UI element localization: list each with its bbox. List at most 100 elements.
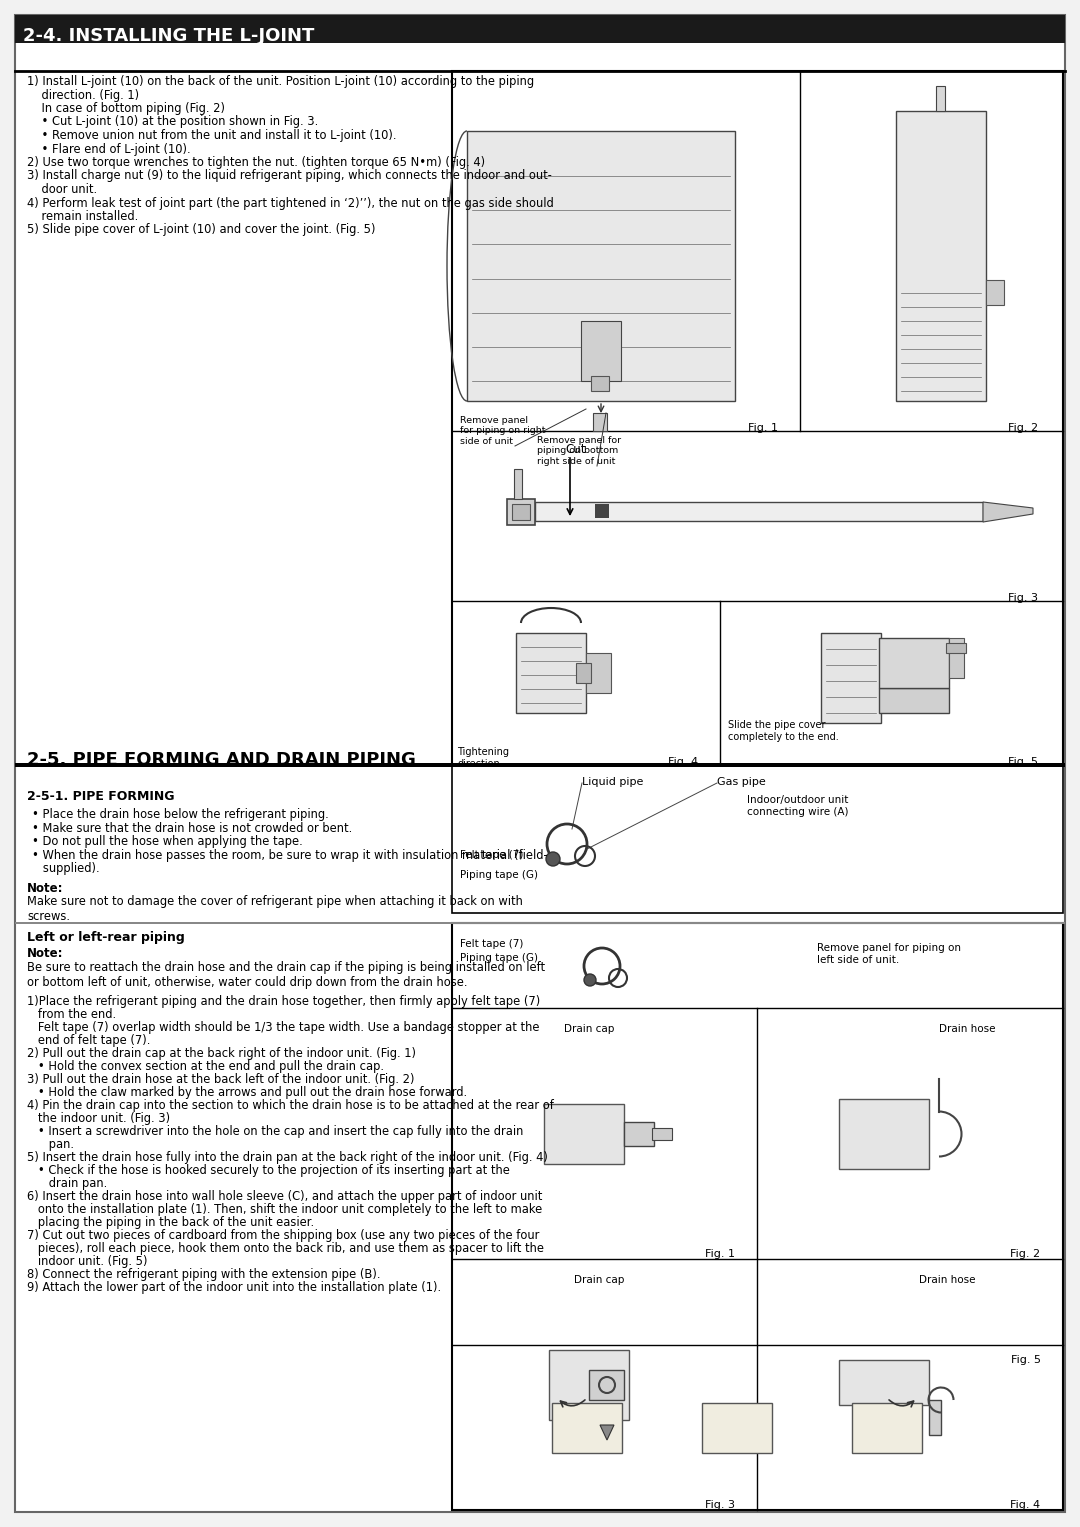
Text: 2-5. PIPE FORMING AND DRAIN PIPING: 2-5. PIPE FORMING AND DRAIN PIPING — [27, 751, 416, 770]
Text: Fig. 1: Fig. 1 — [705, 1249, 735, 1258]
Text: direction. (Fig. 1): direction. (Fig. 1) — [27, 89, 139, 101]
Text: door unit.: door unit. — [27, 183, 97, 195]
Text: Fig. 1: Fig. 1 — [748, 423, 778, 434]
Bar — [593, 412, 607, 431]
Bar — [702, 1403, 772, 1454]
Bar — [949, 638, 964, 678]
Bar — [929, 1400, 941, 1435]
Text: • Place the drain hose below the refrigerant piping.: • Place the drain hose below the refrige… — [32, 808, 328, 822]
Bar — [896, 111, 986, 402]
Text: remain installed.: remain installed. — [27, 211, 138, 223]
Bar — [552, 1403, 622, 1454]
Text: Fig. 3: Fig. 3 — [705, 1500, 735, 1510]
Text: onto the installation plate (1). Then, shift the indoor unit completely to the l: onto the installation plate (1). Then, s… — [27, 1203, 542, 1215]
Bar — [946, 643, 966, 654]
Text: Fig. 2: Fig. 2 — [1008, 423, 1038, 434]
Text: Fig. 4: Fig. 4 — [669, 757, 698, 767]
Text: Felt tape (7): Felt tape (7) — [460, 939, 524, 948]
Text: 5) Slide pipe cover of L-joint (10) and cover the joint. (Fig. 5): 5) Slide pipe cover of L-joint (10) and … — [27, 223, 376, 237]
Bar — [512, 504, 530, 521]
Text: • Make sure that the drain hose is not crowded or bent.: • Make sure that the drain hose is not c… — [32, 822, 352, 834]
Text: pan.: pan. — [27, 1138, 75, 1151]
Text: 2-5-1. PIPE FORMING: 2-5-1. PIPE FORMING — [27, 789, 175, 803]
Bar — [453, 922, 1063, 1510]
Text: Be sure to reattach the drain hose and the drain cap if the piping is being inst: Be sure to reattach the drain hose and t… — [27, 960, 545, 989]
Bar — [453, 765, 1063, 913]
Text: Cut: Cut — [565, 443, 585, 457]
Text: 2) Use two torque wrenches to tighten the nut. (tighten torque 65 N•m) (Fig. 4): 2) Use two torque wrenches to tighten th… — [27, 156, 485, 169]
Text: Make sure not to damage the cover of refrigerant pipe when attaching it back on : Make sure not to damage the cover of ref… — [27, 895, 523, 924]
Text: from the end.: from the end. — [27, 1008, 117, 1022]
Text: Drain hose: Drain hose — [919, 1275, 975, 1286]
Text: Piping tape (G): Piping tape (G) — [460, 953, 538, 964]
Text: Remove panel for piping on
left side of unit.: Remove panel for piping on left side of … — [816, 944, 961, 965]
Text: • Hold the claw marked by the arrows and pull out the drain hose forward.: • Hold the claw marked by the arrows and… — [27, 1086, 468, 1099]
Text: • Remove union nut from the unit and install it to L-joint (10).: • Remove union nut from the unit and ins… — [27, 128, 396, 142]
Bar — [589, 1370, 624, 1400]
Text: end of felt tape (7).: end of felt tape (7). — [27, 1034, 150, 1048]
Text: Indoor/outdoor unit
connecting wire (A): Indoor/outdoor unit connecting wire (A) — [747, 796, 849, 817]
Bar — [624, 1122, 654, 1145]
Bar — [986, 279, 1004, 305]
Text: supplied).: supplied). — [32, 863, 99, 875]
Circle shape — [546, 852, 561, 866]
Bar — [591, 376, 609, 391]
Text: Felt tape (7): Felt tape (7) — [460, 851, 524, 860]
Text: • Do not pull the hose when applying the tape.: • Do not pull the hose when applying the… — [32, 835, 302, 847]
Bar — [595, 504, 609, 518]
Bar — [821, 634, 881, 722]
Text: Fig. 3: Fig. 3 — [1008, 592, 1038, 603]
Text: 6) Insert the drain hose into wall hole sleeve (C), and attach the upper part of: 6) Insert the drain hose into wall hole … — [27, 1190, 542, 1203]
Text: Drain cap: Drain cap — [573, 1275, 624, 1286]
Bar — [879, 638, 949, 689]
Text: Fig. 5: Fig. 5 — [1008, 757, 1038, 767]
Text: Slide the pipe cover
completely to the end.: Slide the pipe cover completely to the e… — [728, 721, 839, 742]
Text: 2-4. INSTALLING THE L-JOINT: 2-4. INSTALLING THE L-JOINT — [23, 27, 314, 44]
Bar — [516, 634, 586, 713]
Circle shape — [584, 974, 596, 986]
Text: 2) Pull out the drain cap at the back right of the indoor unit. (Fig. 1): 2) Pull out the drain cap at the back ri… — [27, 1048, 416, 1060]
Text: In case of bottom piping (Fig. 2): In case of bottom piping (Fig. 2) — [27, 102, 225, 115]
Bar — [507, 499, 535, 525]
Text: • Hold the convex section at the end and pull the drain cap.: • Hold the convex section at the end and… — [27, 1060, 384, 1073]
Bar — [544, 1104, 624, 1164]
Bar — [839, 1361, 929, 1405]
Text: 8) Connect the refrigerant piping with the extension pipe (B).: 8) Connect the refrigerant piping with t… — [27, 1267, 380, 1281]
Bar — [586, 654, 611, 693]
Bar — [15, 922, 1065, 924]
Text: pieces), roll each piece, hook them onto the back rib, and use them as spacer to: pieces), roll each piece, hook them onto… — [27, 1241, 544, 1255]
Text: Note:: Note: — [27, 881, 64, 895]
Text: Drain cap: Drain cap — [564, 1025, 615, 1034]
Text: Left or left-rear piping: Left or left-rear piping — [27, 931, 185, 944]
Text: 1) Install L-joint (10) on the back of the unit. Position L-joint (10) according: 1) Install L-joint (10) on the back of t… — [27, 75, 535, 89]
Text: 4) Pin the drain cap into the section to which the drain hose is to be attached : 4) Pin the drain cap into the section to… — [27, 1099, 554, 1112]
Text: placing the piping in the back of the unit easier.: placing the piping in the back of the un… — [27, 1215, 314, 1229]
Text: 4) Perform leak test of joint part (the part tightened in ‘2)’’), the nut on the: 4) Perform leak test of joint part (the … — [27, 197, 554, 209]
Text: indoor unit. (Fig. 5): indoor unit. (Fig. 5) — [27, 1255, 148, 1267]
Text: 1)Place the refrigerant piping and the drain hose together, then firmly apply fe: 1)Place the refrigerant piping and the d… — [27, 996, 540, 1008]
Bar — [936, 86, 945, 111]
Text: 5) Insert the drain hose fully into the drain pan at the back right of the indoo: 5) Insert the drain hose fully into the … — [27, 1151, 548, 1164]
Bar — [453, 70, 1063, 765]
Bar — [15, 764, 1065, 767]
Text: Gas pipe: Gas pipe — [717, 777, 766, 786]
Bar — [549, 1350, 629, 1420]
Text: 7) Cut out two pieces of cardboard from the shipping box (use any two pieces of : 7) Cut out two pieces of cardboard from … — [27, 1229, 539, 1241]
Bar — [652, 1128, 672, 1141]
Text: Remove panel for
piping on bottom
right side of unit: Remove panel for piping on bottom right … — [537, 437, 621, 466]
Text: Fig. 5: Fig. 5 — [1011, 1354, 1041, 1365]
Polygon shape — [983, 502, 1032, 522]
Text: Note:: Note: — [27, 947, 64, 960]
Text: • Flare end of L-joint (10).: • Flare end of L-joint (10). — [27, 142, 191, 156]
Bar — [514, 469, 522, 499]
Text: • Cut L-joint (10) at the position shown in Fig. 3.: • Cut L-joint (10) at the position shown… — [27, 116, 319, 128]
Bar — [581, 321, 621, 382]
Text: • Check if the hose is hooked securely to the projection of its inserting part a: • Check if the hose is hooked securely t… — [27, 1164, 510, 1177]
Bar — [467, 131, 735, 402]
Text: Tightening
direction: Tightening direction — [457, 747, 509, 768]
Text: • Insert a screwdriver into the hole on the cap and insert the cap fully into th: • Insert a screwdriver into the hole on … — [27, 1125, 524, 1138]
Text: drain pan.: drain pan. — [27, 1177, 107, 1190]
Text: 3) Pull out the drain hose at the back left of the indoor unit. (Fig. 2): 3) Pull out the drain hose at the back l… — [27, 1073, 415, 1086]
Text: 9) Attach the lower part of the indoor unit into the installation plate (1).: 9) Attach the lower part of the indoor u… — [27, 1281, 441, 1293]
Bar — [576, 663, 591, 683]
